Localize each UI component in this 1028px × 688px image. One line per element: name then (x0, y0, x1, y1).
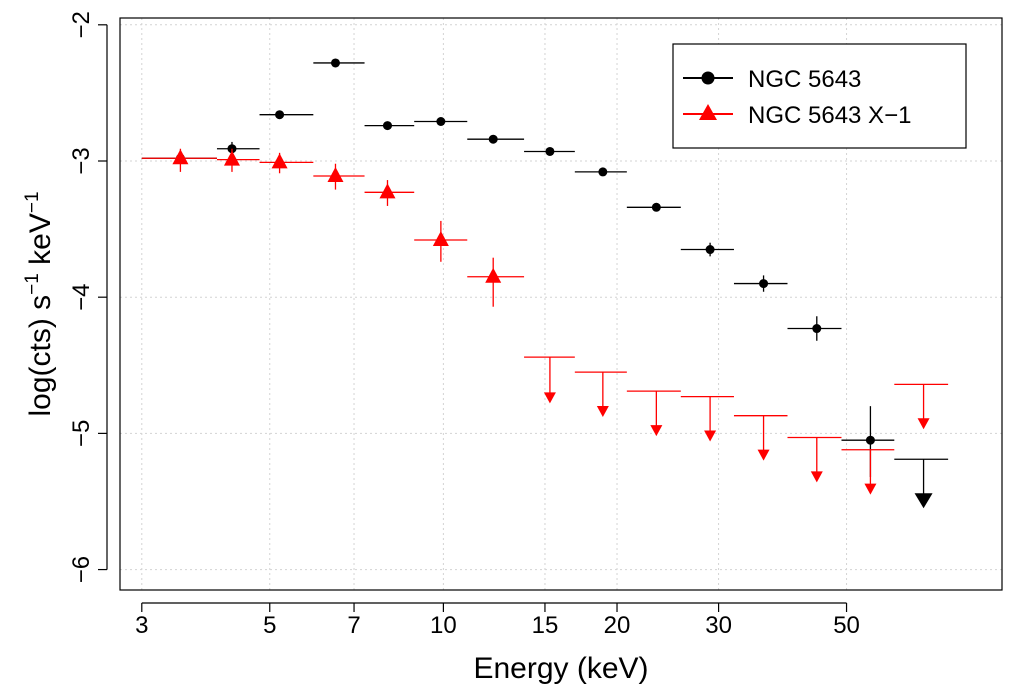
upper-limit-arrow (596, 406, 609, 418)
data-layer (141, 58, 949, 509)
y-tick-label: −6 (68, 556, 95, 583)
y-tick-label: −4 (68, 284, 95, 311)
data-point (705, 245, 715, 255)
y-axis: −2 −3 −4 −5 −6 (68, 11, 108, 583)
y-tick-label: −3 (68, 147, 95, 174)
x-tick-label: 20 (604, 612, 631, 639)
upper-limit-arrow (864, 483, 877, 495)
x-axis-title: Energy (keV) (473, 652, 648, 685)
data-point (172, 149, 189, 165)
grid (120, 18, 1002, 590)
data-point (223, 150, 240, 166)
y-axis-title-mid: keV (24, 213, 57, 273)
data-point (545, 146, 555, 156)
x-tick-label: 50 (833, 612, 860, 639)
data-point (327, 166, 344, 182)
upper-limit-arrow (757, 449, 770, 461)
legend-label-ngc5643: NGC 5643 (748, 66, 861, 93)
data-point (485, 267, 502, 283)
upper-limit-arrow (650, 425, 663, 437)
x-tick-label: 7 (347, 612, 360, 639)
data-point (436, 117, 446, 127)
legend-box (672, 43, 967, 149)
y-axis-title-main: log(cts) s (24, 295, 57, 417)
data-point (812, 324, 822, 334)
x-tick-label: 30 (705, 612, 732, 639)
data-point (598, 167, 608, 177)
legend-label-ngc5643x1: NGC 5643 X−1 (748, 102, 911, 129)
data-point (379, 183, 396, 199)
upper-limit-arrow (704, 430, 717, 442)
data-point (432, 230, 449, 246)
y-axis-title-sup1: −1 (22, 273, 43, 295)
x-axis: 3 5 7 10 15 20 30 50 (135, 602, 860, 639)
y-tick-label: −2 (68, 11, 95, 38)
legend: NGC 5643 NGC 5643 X−1 (672, 43, 967, 149)
data-point (865, 435, 875, 445)
upper-limit-arrow (810, 471, 823, 483)
legend-marker-ngc5643x1 (699, 104, 717, 120)
y-axis-title-sup2: −1 (22, 191, 43, 213)
y-axis-title: log(cts) s−1 keV−1 (22, 191, 57, 416)
plot-frame (119, 17, 1003, 591)
series-ngc5643-x1 (141, 148, 949, 495)
data-point (651, 202, 661, 212)
legend-marker-ngc5643 (701, 71, 715, 85)
data-point (382, 121, 392, 131)
data-point (275, 110, 285, 120)
x-tick-label: 5 (263, 612, 276, 639)
data-point (330, 58, 340, 68)
x-tick-label: 10 (430, 612, 457, 639)
data-point (271, 153, 288, 169)
x-tick-label: 15 (532, 612, 559, 639)
x-tick-label: 3 (135, 612, 148, 639)
y-tick-label: −5 (68, 420, 95, 447)
data-point (488, 134, 498, 144)
upper-limit-arrow (917, 418, 930, 430)
data-point (759, 279, 769, 289)
upper-limit-arrow (543, 392, 556, 404)
upper-limit-arrow (914, 493, 933, 509)
